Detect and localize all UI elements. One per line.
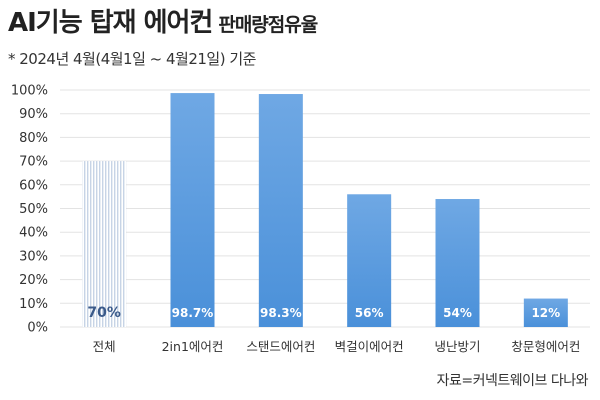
bar-3 <box>258 94 303 328</box>
x-category-label: 냉난방기 <box>434 339 480 354</box>
bar-value-label: 54% <box>443 306 472 320</box>
chart-note: * 2024년 4월(4월1일 ~ 4월21일) 기준 <box>8 50 256 68</box>
source-note: 자료=커넥트웨이브 다나와 <box>436 373 589 389</box>
y-tick-label: 100% <box>11 84 48 99</box>
x-category-label: 벽걸이에어컨 <box>335 339 404 354</box>
bar-value-label: 98.7% <box>172 306 214 320</box>
bar-value-label: 98.3% <box>260 306 302 320</box>
y-tick-label: 90% <box>19 107 48 122</box>
y-tick-label: 40% <box>19 226 48 241</box>
bar-value-label: 12% <box>531 306 560 320</box>
y-tick-label: 60% <box>19 178 48 193</box>
x-category-label: 전체 <box>93 339 116 354</box>
y-tick-label: 10% <box>19 297 48 312</box>
x-category-label: 스탠드에어컨 <box>246 339 315 354</box>
y-tick-label: 0% <box>27 321 48 336</box>
grid-lines <box>60 89 590 328</box>
bar-5 <box>435 199 480 327</box>
bar-4 <box>347 194 392 327</box>
chart-title-main: AI기능 탑재 에어컨 <box>8 8 213 38</box>
y-tick-label: 70% <box>19 155 48 170</box>
x-category-label: 2in1에어컨 <box>162 339 224 354</box>
y-tick-label: 50% <box>19 202 48 217</box>
y-axis: 0% 10% 20% 30% 40% 50% 60% 70% 80% 90% 100% <box>11 84 48 336</box>
bar-value-label: 56% <box>355 306 384 320</box>
x-axis: 전체 2in1에어컨 스탠드에어컨 벽걸이에어컨 냉난방기 창문형에어컨 <box>93 339 581 354</box>
bars: 70% 98.7% 98.3% 56% 54% 12% <box>82 93 568 328</box>
y-tick-label: 20% <box>19 273 48 288</box>
bar-2 <box>170 93 215 328</box>
y-tick-label: 80% <box>19 131 48 146</box>
y-tick-label: 30% <box>19 249 48 264</box>
bar-6 <box>523 298 568 327</box>
chart-title-sub: 판매량점유율 <box>218 14 318 36</box>
bar-value-label: 70% <box>87 305 121 321</box>
chart-title: AI기능 탑재 에어컨 판매량점유율 <box>8 2 318 39</box>
bar-1 <box>82 161 127 327</box>
x-category-label: 창문형에어컨 <box>511 339 580 354</box>
